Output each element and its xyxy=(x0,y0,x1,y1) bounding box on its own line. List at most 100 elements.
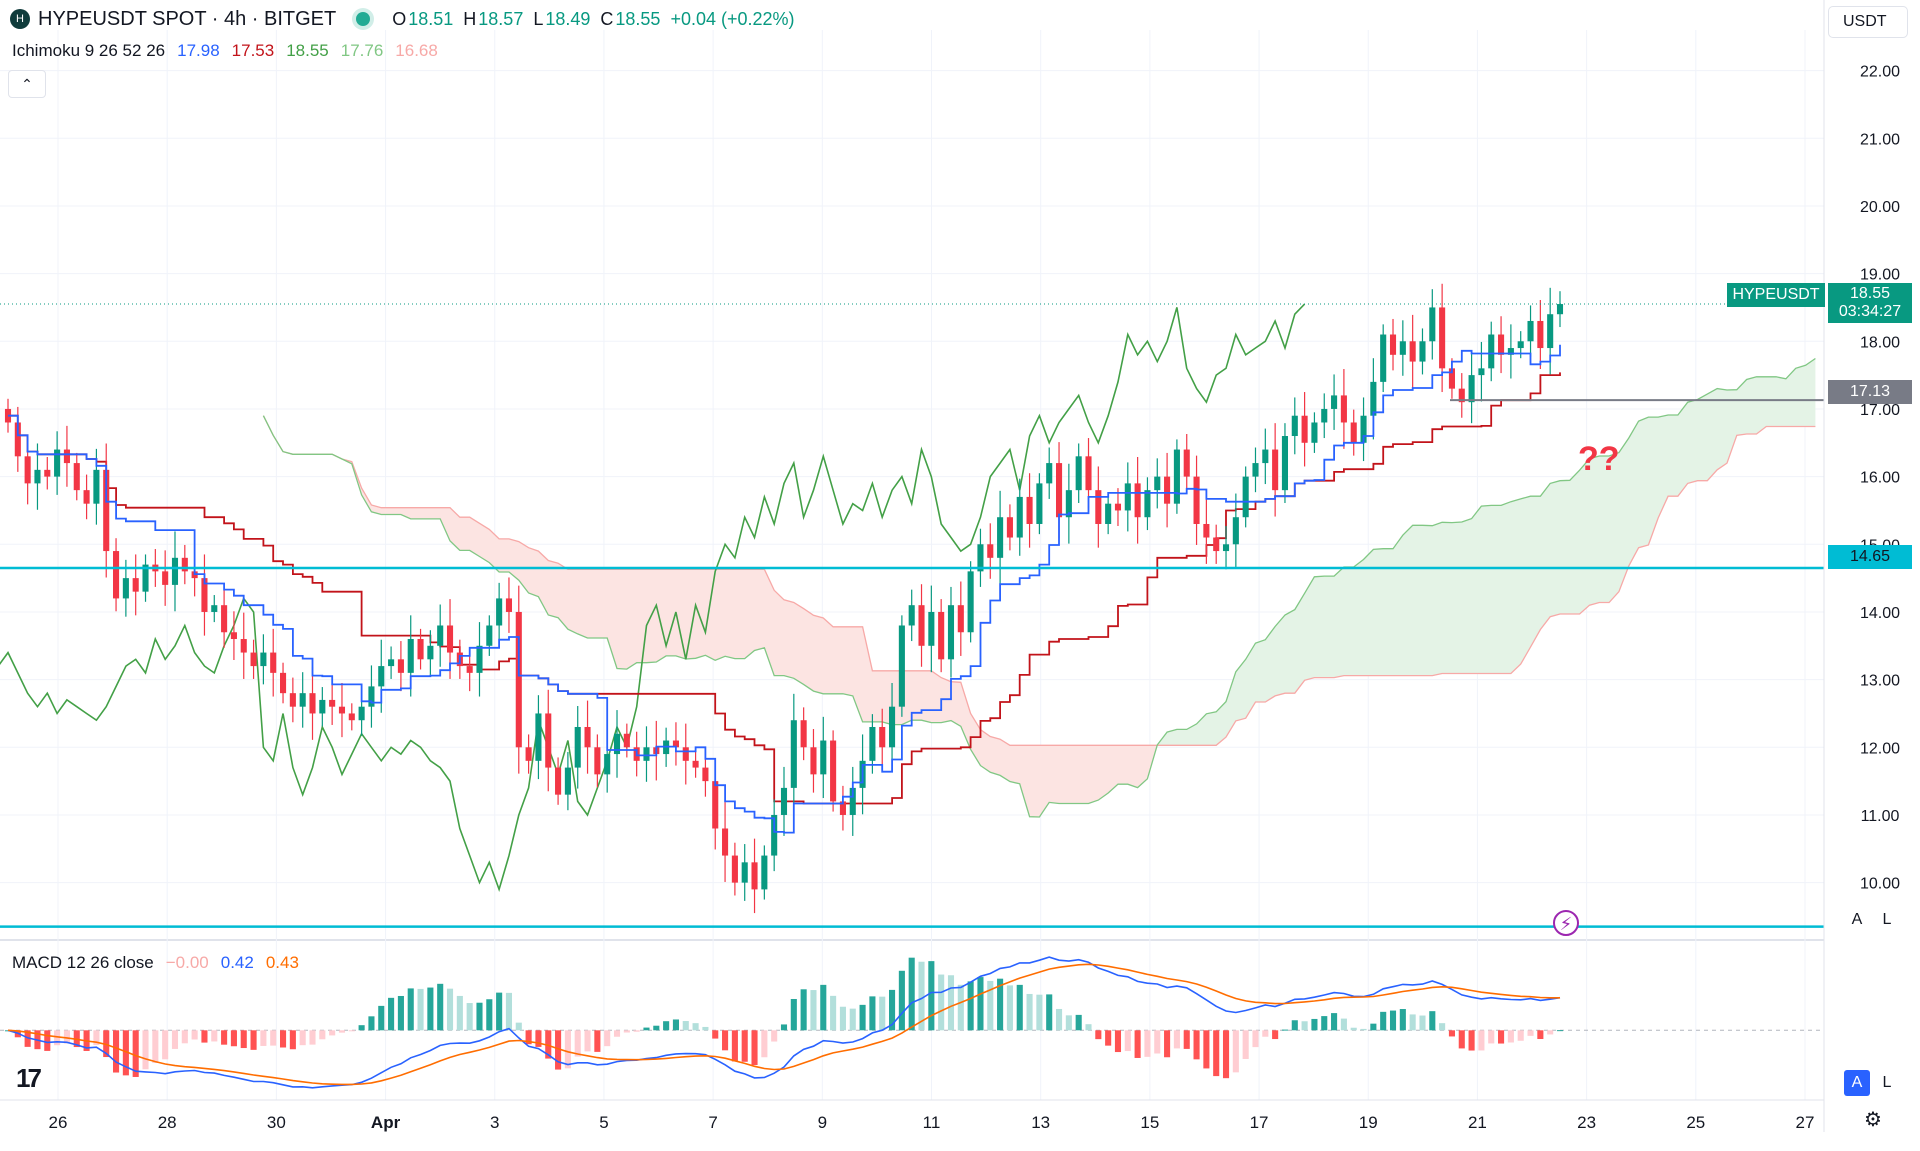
candle-body xyxy=(643,747,650,761)
macd-histogram-bar xyxy=(849,1008,856,1031)
macd-histogram-bar xyxy=(731,1030,738,1062)
candle-body xyxy=(515,611,522,748)
log-scale-button[interactable]: L xyxy=(1882,911,1892,928)
macd-histogram-bar xyxy=(93,1030,100,1046)
open-value: 18.51 xyxy=(408,8,454,29)
macd-histogram-bar xyxy=(456,995,463,1031)
level-tag-14-65: 14.65 xyxy=(1828,545,1912,569)
candle-body xyxy=(1498,334,1505,355)
candle-body xyxy=(1144,490,1151,518)
macd-histogram-bar xyxy=(319,1030,326,1040)
candle-body xyxy=(1006,517,1013,538)
candle-body xyxy=(162,571,169,585)
log-scale-button-macd[interactable]: L xyxy=(1882,1074,1892,1091)
candle-body xyxy=(1114,503,1122,511)
macd-histogram-bar xyxy=(967,981,974,1031)
macd-histogram-bar xyxy=(761,1030,768,1058)
candle-body xyxy=(1448,368,1455,389)
macd-histogram-bar xyxy=(1065,1015,1072,1031)
chart-settings-icon[interactable]: ⚙ xyxy=(1864,1108,1882,1131)
candle-body xyxy=(496,598,503,626)
price-tick-label: 13.00 xyxy=(1860,673,1900,690)
candle-body xyxy=(427,645,434,660)
candle-body xyxy=(1291,415,1298,437)
candle-body xyxy=(34,469,41,484)
symbol-title[interactable]: HYPEUSDT SPOT · 4h · BITGET xyxy=(38,7,337,30)
candle-body xyxy=(1222,544,1230,552)
auto-scale-button[interactable]: A xyxy=(1851,911,1863,928)
collapse-legend-button[interactable]: ⌃ xyxy=(8,70,46,98)
macd-histogram-bar xyxy=(54,1030,61,1046)
candle-body xyxy=(564,767,571,795)
macd-histogram-bar xyxy=(476,1002,483,1031)
candle-body xyxy=(1193,476,1200,524)
time-tick-label: 23 xyxy=(1577,1113,1596,1132)
kumo-cloud-bullish xyxy=(263,358,1816,746)
symbol-price-tag: HYPEUSDT xyxy=(1727,283,1825,307)
macd-histogram-bar xyxy=(830,995,837,1031)
macd-histogram-bar xyxy=(613,1030,621,1037)
ichimoku-legend[interactable]: Ichimoku 9 26 52 26 17.98 17.53 18.55 17… xyxy=(12,39,450,63)
macd-value-signal: 0.43 xyxy=(265,953,299,972)
high-value: 18.57 xyxy=(478,8,524,29)
time-tick-label: 26 xyxy=(49,1113,68,1132)
macd-histogram-bar xyxy=(407,988,414,1031)
tradingview-logo[interactable]: 17 xyxy=(16,1063,42,1093)
kumo-cloud-bearish xyxy=(351,461,1158,817)
macd-histogram-bar xyxy=(1134,1030,1141,1058)
candle-body xyxy=(869,726,876,761)
macd-histogram-bar xyxy=(1095,1030,1102,1040)
candle-body xyxy=(967,571,974,633)
macd-histogram-bar xyxy=(348,1030,355,1032)
candle-body xyxy=(889,706,896,748)
time-tick-label: 5 xyxy=(599,1113,608,1132)
macd-histogram-bar xyxy=(977,977,984,1031)
price-tick-label: 12.00 xyxy=(1860,740,1900,757)
macd-histogram-bar xyxy=(1478,1030,1485,1051)
macd-histogram-bar xyxy=(466,1003,473,1031)
candle-body xyxy=(437,625,444,646)
price-tick-label: 16.00 xyxy=(1860,470,1900,487)
macd-histogram-bar xyxy=(1272,1030,1279,1040)
time-tick-label: Apr xyxy=(371,1113,401,1132)
candle-body xyxy=(1350,422,1357,443)
macd-histogram-bar xyxy=(132,1030,139,1077)
candle-body xyxy=(1507,348,1514,355)
macd-histogram-bar xyxy=(1488,1030,1495,1044)
macd-histogram-bar xyxy=(221,1030,228,1045)
candle-body xyxy=(623,733,630,748)
macd-histogram-bar xyxy=(358,1025,365,1031)
candle-body xyxy=(299,693,306,707)
macd-histogram-bar xyxy=(44,1030,51,1051)
time-tick-label: 25 xyxy=(1686,1113,1705,1132)
macd-histogram-bar xyxy=(879,996,886,1031)
senkou-span-a-line xyxy=(262,357,1816,818)
macd-histogram-bar xyxy=(289,1030,296,1050)
macd-histogram-bar xyxy=(446,988,454,1031)
candle-body xyxy=(1055,463,1063,518)
macd-name: MACD 12 26 close xyxy=(12,953,154,972)
candle-body xyxy=(24,456,31,484)
macd-histogram-bar xyxy=(240,1030,247,1049)
last-price-tag: 18.55 03:34:27 xyxy=(1828,283,1912,323)
candle-body xyxy=(309,693,316,714)
macd-legend[interactable]: MACD 12 26 close −0.00 0.42 0.43 xyxy=(12,951,311,975)
macd-histogram-bar xyxy=(1537,1030,1544,1040)
candle-body xyxy=(407,639,414,673)
macd-histogram-bar xyxy=(1311,1018,1318,1031)
grid-lines xyxy=(0,30,1920,1100)
candle-body xyxy=(574,726,581,768)
currency-selector[interactable]: USDT xyxy=(1828,6,1908,38)
candle-body xyxy=(830,740,837,802)
macd-histogram-bar xyxy=(486,999,493,1031)
candle-body xyxy=(1321,408,1328,423)
alert-lightning-icon[interactable] xyxy=(1553,910,1579,936)
market-status-icon[interactable] xyxy=(356,12,371,26)
time-tick-label: 9 xyxy=(818,1113,827,1132)
macd-histogram-bar xyxy=(535,1030,542,1047)
price-tick-label: 21.00 xyxy=(1860,131,1900,148)
macd-histogram-bar xyxy=(702,1026,709,1031)
auto-scale-button-macd[interactable]: A xyxy=(1844,1070,1870,1096)
alert-lightning-glyph: ⚡ xyxy=(1560,914,1573,935)
currency-label: USDT xyxy=(1843,13,1887,30)
